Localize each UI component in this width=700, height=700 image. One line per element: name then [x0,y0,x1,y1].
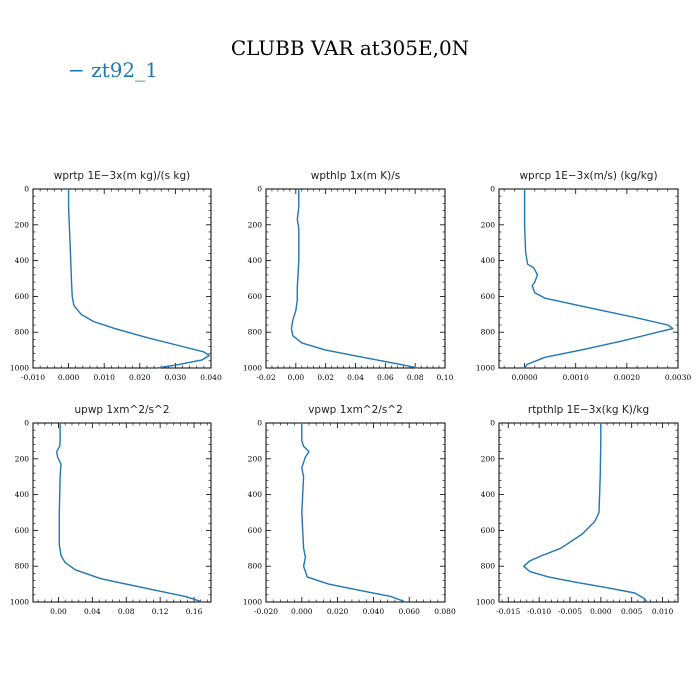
y-tick-label: 800 [481,562,496,571]
subplot-title: wprcp 1E−3x(m/s) (kg/kg) [519,170,657,182]
x-tick-label: 0.0020 [614,373,640,382]
plot-frame [265,422,446,603]
y-tick-label: 600 [481,526,496,535]
y-tick-label: 800 [248,562,263,571]
x-tick-label: 0.12 [152,607,169,616]
y-tick-label: 800 [15,328,30,337]
y-tick-label: 0 [490,419,495,428]
series-line [523,189,674,369]
y-tick-label: 400 [481,490,496,499]
plot-frame [265,188,446,369]
y-tick-label: 600 [15,526,30,535]
plot-frame [32,188,212,369]
plot-frame [32,422,212,603]
legend-entry: − zt92_1 [68,58,158,82]
x-tick-label: 0.000 [58,373,80,382]
y-tick-label: 800 [15,562,30,571]
y-tick-label: 800 [248,328,263,337]
y-tick-label: 1000 [10,364,29,373]
x-tick-label: 0.000 [291,607,313,616]
x-tick-label: 0.16 [186,607,203,616]
y-tick-label: 200 [248,454,263,463]
y-tick-label: 0 [24,419,29,428]
subplot-title: wpthlp 1x(m K)/s [311,170,401,182]
y-tick-label: 1000 [243,598,262,607]
y-tick-label: 200 [248,220,263,229]
y-tick-label: 1000 [243,364,262,373]
y-tick-label: 1000 [476,364,495,373]
x-tick-label: 0.10 [437,373,454,382]
y-tick-label: 0 [257,185,262,194]
y-tick-label: 400 [15,256,30,265]
x-tick-label: 0.00 [50,607,67,616]
y-tick-label: 600 [481,292,496,301]
x-tick-label: 0.080 [434,607,456,616]
y-tick-label: 400 [15,490,30,499]
y-tick-label: 1000 [10,598,29,607]
subplot-title: rtpthlp 1E−3x(kg K)/kg [528,404,649,416]
y-tick-label: 1000 [476,598,495,607]
x-tick-label: 0.06 [377,373,394,382]
y-tick-label: 400 [248,256,263,265]
x-tick-label: 0.04 [84,607,101,616]
x-tick-label: 0.0010 [563,373,589,382]
y-tick-label: 400 [481,256,496,265]
y-tick-label: 0 [490,185,495,194]
series-line [56,423,203,603]
series-line [67,189,210,369]
x-tick-label: -0.015 [496,607,520,616]
subplot-title: wprtp 1E−3x(m kg)/(s kg) [54,170,191,182]
x-tick-label: -0.010 [527,607,551,616]
x-tick-label: 0.08 [118,607,135,616]
x-tick-label: 0.010 [652,607,674,616]
y-tick-label: 600 [248,526,263,535]
x-tick-label: -0.010 [21,373,45,382]
x-tick-label: 0.030 [165,373,187,382]
x-tick-label: 0.00 [287,373,304,382]
subplot-title: upwp 1xm^2/s^2 [75,404,170,416]
y-tick-label: 0 [257,419,262,428]
y-tick-label: 600 [248,292,263,301]
y-tick-label: 800 [481,328,496,337]
y-tick-label: 600 [15,292,30,301]
x-tick-label: 0.020 [129,373,151,382]
x-tick-label: 0.0000 [511,373,537,382]
x-tick-label: -0.020 [254,607,278,616]
x-tick-label: -0.005 [558,607,582,616]
y-tick-label: 200 [481,454,496,463]
y-tick-label: 200 [481,220,496,229]
x-tick-label: 0.04 [347,373,364,382]
x-tick-label: 0.060 [398,607,420,616]
subplot-title: vpwp 1xm^2/s^2 [308,404,403,416]
y-tick-label: 200 [15,220,30,229]
x-tick-label: 0.000 [590,607,612,616]
plot-frame [498,422,679,603]
x-tick-label: -0.02 [256,373,275,382]
x-tick-label: 0.010 [93,373,115,382]
x-tick-label: 0.040 [363,607,385,616]
x-tick-label: 0.02 [317,373,334,382]
series-line [301,423,406,603]
x-tick-label: 0.0030 [665,373,691,382]
series-line [523,423,648,603]
x-tick-label: 0.040 [200,373,222,382]
series-line [290,189,419,369]
figure-title: CLUBB VAR at305E,0N [230,36,470,60]
x-tick-label: 0.005 [621,607,643,616]
x-tick-label: 0.08 [407,373,424,382]
plot-frame [498,188,679,369]
y-tick-label: 0 [24,185,29,194]
y-tick-label: 400 [248,490,263,499]
x-tick-label: 0.020 [327,607,349,616]
y-tick-label: 200 [15,454,30,463]
